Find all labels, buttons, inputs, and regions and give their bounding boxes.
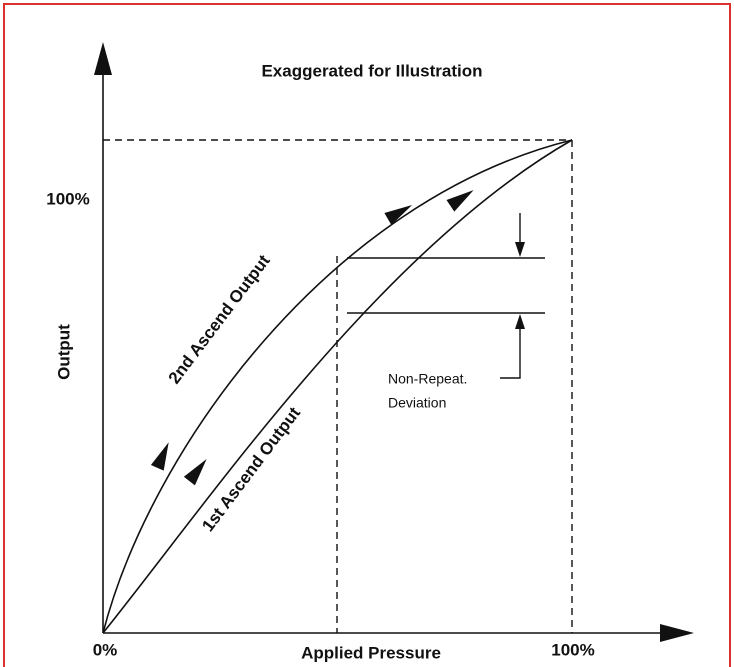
down-arrow [515,242,525,257]
y-label: Output [54,324,73,380]
annotation: Non-Repeat. [388,371,467,387]
x-arrow [660,624,694,642]
x-min-label: 0% [93,640,118,659]
dashed-guides [103,139,573,633]
annotation: Deviation [388,395,446,411]
curves [102,139,573,634]
up-arrow [515,314,525,329]
y-max-label: 100% [46,189,89,208]
x-max-label: 100% [551,640,594,659]
frame [3,3,731,667]
x-label: Applied Pressure [301,643,441,662]
y-arrow [94,42,112,75]
curve-label: 2nd Ascend Output [165,251,274,387]
title: Exaggerated for Illustration [261,61,482,80]
deviation-lines [347,213,545,379]
curve-label: 1st Ascend Output [198,403,304,535]
curve-arrows [150,190,474,486]
